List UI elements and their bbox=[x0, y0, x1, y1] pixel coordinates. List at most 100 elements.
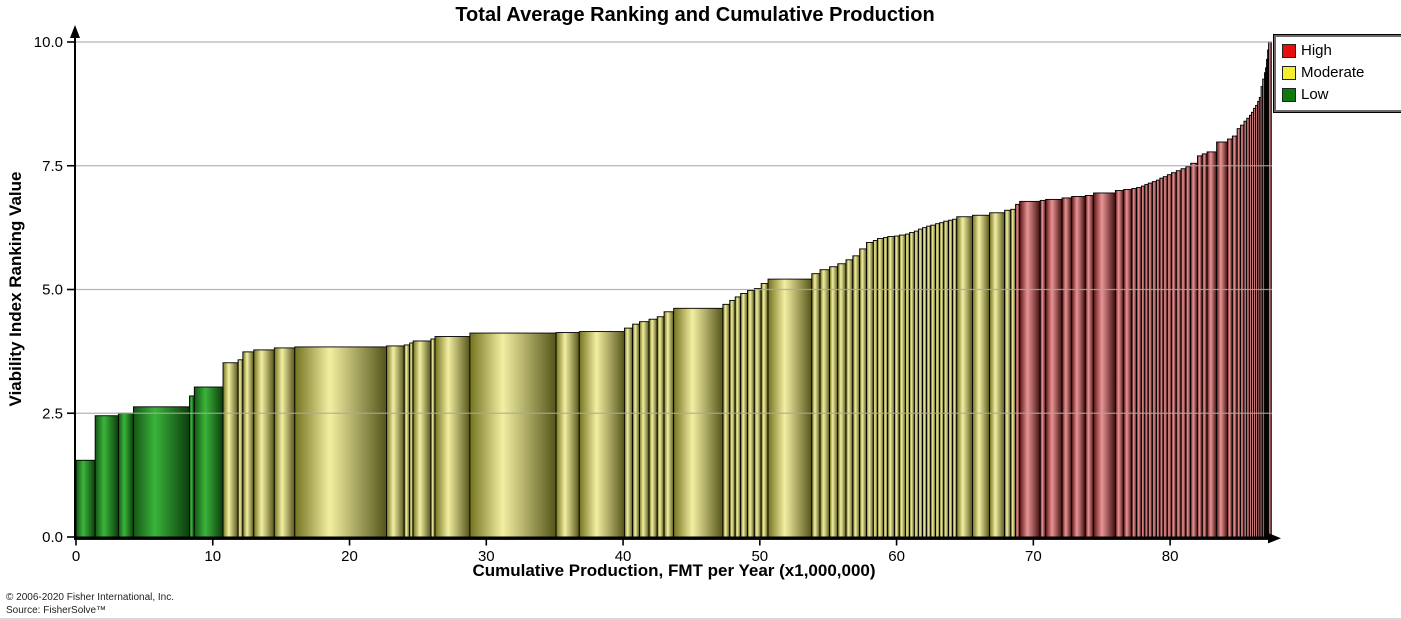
copyright-footer: © 2006-2020 Fisher International, Inc. S… bbox=[6, 591, 174, 617]
bar-high bbox=[1240, 124, 1245, 538]
bar-moderate bbox=[434, 336, 471, 538]
bar-high bbox=[1185, 166, 1192, 538]
bar-moderate bbox=[632, 323, 640, 538]
x-axis-arrow bbox=[1268, 533, 1281, 544]
bar-moderate bbox=[767, 278, 813, 538]
legend-swatch-moderate bbox=[1282, 66, 1296, 81]
bar-moderate bbox=[972, 214, 991, 538]
legend-entry-low: Low bbox=[1282, 86, 1400, 105]
bar-high bbox=[1155, 179, 1161, 538]
bar-low bbox=[189, 395, 195, 538]
bar-high bbox=[1144, 184, 1149, 538]
bar-moderate bbox=[876, 238, 885, 538]
bar-moderate bbox=[237, 359, 244, 538]
bar-moderate bbox=[918, 228, 924, 538]
bar-low bbox=[75, 459, 96, 538]
bar-moderate bbox=[222, 362, 239, 538]
bar-moderate bbox=[913, 230, 919, 538]
y-tick-label: 0.0 bbox=[42, 529, 63, 546]
bar-moderate bbox=[722, 303, 731, 538]
bar-high bbox=[1201, 153, 1208, 538]
bar-moderate bbox=[639, 321, 650, 538]
bar-high bbox=[1171, 172, 1177, 538]
y-tick-label: 5.0 bbox=[42, 282, 63, 299]
bar-moderate bbox=[926, 225, 932, 538]
bar-moderate bbox=[386, 345, 405, 538]
bar-moderate bbox=[811, 273, 821, 538]
x-tick-label: 60 bbox=[888, 548, 905, 565]
bar-moderate bbox=[273, 347, 296, 538]
x-tick-label: 40 bbox=[615, 548, 632, 565]
bar-moderate bbox=[819, 269, 831, 538]
bar-moderate bbox=[648, 318, 658, 538]
legend-entry-moderate: Moderate bbox=[1282, 64, 1400, 83]
bar-moderate bbox=[294, 346, 387, 538]
chart-title: Total Average Ranking and Cumulative Pro… bbox=[455, 4, 935, 26]
legend-label-low: Low bbox=[1301, 85, 1329, 103]
bar-moderate bbox=[909, 232, 915, 538]
bar-moderate bbox=[430, 338, 436, 538]
bar-high bbox=[1190, 162, 1198, 538]
bar-moderate bbox=[663, 311, 675, 538]
bar-high bbox=[1151, 181, 1157, 538]
bar-moderate bbox=[242, 351, 255, 538]
x-tick-label: 80 bbox=[1162, 548, 1179, 565]
bar-moderate bbox=[760, 283, 769, 538]
bar-high bbox=[1019, 200, 1041, 538]
bar-moderate bbox=[555, 332, 580, 538]
x-axis-label: Cumulative Production, FMT per Year (x1,… bbox=[472, 561, 876, 580]
bar-high bbox=[1236, 128, 1242, 538]
bar-high bbox=[1227, 138, 1233, 538]
copyright-line: © 2006-2020 Fisher International, Inc. bbox=[6, 592, 175, 603]
legend-label-moderate: Moderate bbox=[1301, 63, 1365, 81]
legend-label-high: High bbox=[1301, 42, 1332, 59]
bar-moderate bbox=[837, 263, 847, 538]
bar-moderate bbox=[939, 222, 945, 538]
bar-high bbox=[1147, 182, 1153, 538]
bar-high bbox=[1197, 155, 1203, 538]
bar-moderate bbox=[898, 234, 906, 538]
bar-high bbox=[1159, 177, 1164, 538]
bar-high bbox=[1136, 187, 1142, 538]
bar-moderate bbox=[409, 342, 414, 538]
bar-moderate bbox=[930, 224, 937, 538]
bar-high bbox=[1175, 170, 1182, 538]
bar-low bbox=[117, 412, 134, 538]
bar-moderate bbox=[656, 316, 665, 538]
bar-moderate bbox=[935, 223, 941, 538]
bar-moderate bbox=[412, 340, 432, 538]
bar-moderate bbox=[989, 212, 1006, 538]
bar-high bbox=[1114, 190, 1125, 538]
bar-moderate bbox=[872, 240, 878, 538]
bar-moderate bbox=[956, 216, 973, 538]
y-tick-label: 7.5 bbox=[42, 158, 63, 175]
y-tick-label: 10.0 bbox=[34, 34, 63, 51]
x-tick-label: 70 bbox=[1025, 548, 1042, 565]
bar-moderate bbox=[859, 248, 867, 538]
bar-moderate bbox=[623, 327, 634, 538]
legend-entry-high: High bbox=[1282, 42, 1400, 61]
bar-high bbox=[1039, 199, 1047, 538]
bar-moderate bbox=[845, 259, 854, 538]
bar-moderate bbox=[883, 237, 889, 538]
bar-moderate bbox=[894, 235, 900, 538]
bar-high bbox=[1216, 141, 1228, 538]
bar-moderate bbox=[887, 236, 895, 538]
bar-high bbox=[1061, 197, 1073, 538]
bar-moderate bbox=[905, 233, 911, 538]
bar-moderate bbox=[948, 219, 954, 538]
bar-moderate bbox=[922, 227, 928, 538]
bar-high bbox=[1206, 151, 1218, 538]
bar-high bbox=[1162, 176, 1168, 538]
bar-moderate bbox=[253, 349, 275, 538]
x-axis bbox=[74, 536, 1272, 540]
bar-moderate bbox=[852, 255, 861, 538]
y-tick-label: 2.5 bbox=[42, 405, 63, 422]
legend-swatch-high bbox=[1282, 44, 1296, 59]
bar-moderate bbox=[403, 344, 411, 538]
bar-high bbox=[1180, 168, 1187, 538]
bar-high bbox=[1140, 185, 1146, 538]
bar-moderate bbox=[943, 220, 950, 538]
